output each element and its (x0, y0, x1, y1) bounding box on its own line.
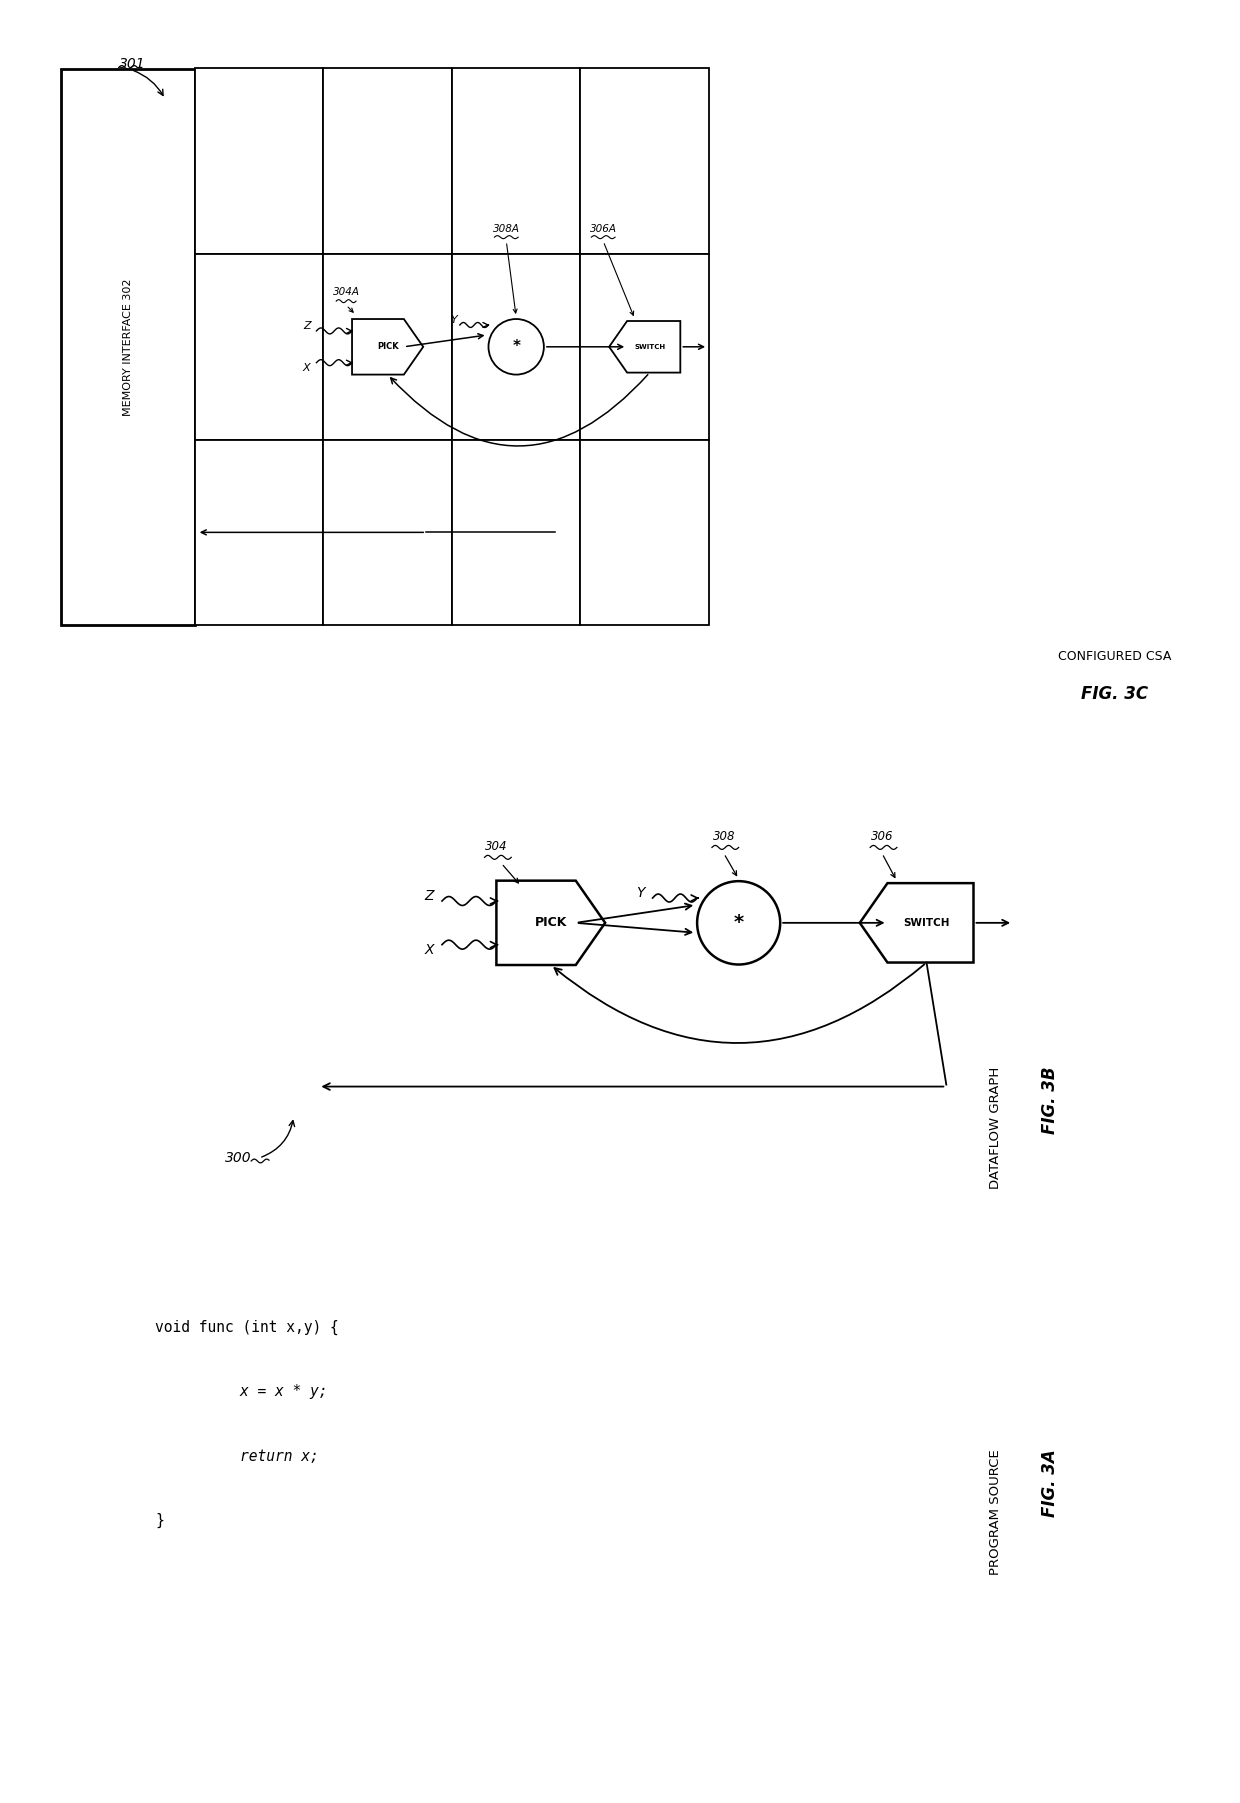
Polygon shape (859, 883, 973, 963)
Text: SWITCH: SWITCH (634, 344, 665, 350)
Text: PICK: PICK (534, 916, 567, 929)
Bar (324, 440, 451, 626)
Bar (61, 70, 195, 626)
Text: 304: 304 (485, 840, 507, 853)
Text: 301: 301 (119, 58, 145, 72)
Text: Y: Y (636, 885, 645, 900)
Text: 306A: 306A (590, 224, 616, 234)
Bar (195, 440, 324, 626)
Circle shape (489, 319, 544, 375)
Polygon shape (352, 319, 423, 375)
FancyArrowPatch shape (262, 1121, 295, 1158)
Text: MEMORY INTERFACE 302: MEMORY INTERFACE 302 (123, 278, 133, 416)
Text: 308A: 308A (492, 224, 520, 234)
Text: x = x * y;: x = x * y; (205, 1385, 327, 1399)
Polygon shape (609, 321, 681, 373)
Text: *: * (512, 339, 520, 355)
Text: PICK: PICK (377, 343, 398, 352)
Text: Z: Z (424, 889, 434, 903)
Bar (580, 69, 709, 254)
FancyArrowPatch shape (554, 965, 924, 1042)
Text: 304A: 304A (332, 287, 360, 297)
Text: X: X (424, 943, 434, 957)
Text: FIG. 3C: FIG. 3C (1081, 685, 1148, 703)
Text: Z: Z (303, 321, 310, 332)
Bar (324, 254, 451, 440)
FancyArrowPatch shape (391, 375, 647, 445)
Text: FIG. 3A: FIG. 3A (1042, 1450, 1059, 1516)
Text: 306: 306 (870, 831, 893, 844)
Text: PROGRAM SOURCE: PROGRAM SOURCE (990, 1450, 1002, 1574)
FancyArrowPatch shape (133, 70, 162, 96)
Text: return x;: return x; (205, 1450, 319, 1464)
Text: FIG. 3B: FIG. 3B (1042, 1067, 1059, 1134)
Circle shape (697, 882, 780, 965)
Text: CONFIGURED CSA: CONFIGURED CSA (1058, 649, 1171, 664)
Text: DATAFLOW GRAPH: DATAFLOW GRAPH (990, 1067, 1002, 1188)
Text: 300: 300 (224, 1150, 252, 1165)
Text: *: * (734, 914, 744, 932)
Bar (451, 440, 580, 626)
Text: SWITCH: SWITCH (903, 918, 950, 929)
Text: 308: 308 (713, 831, 735, 844)
Bar (195, 254, 324, 440)
Bar (580, 440, 709, 626)
Bar (195, 69, 324, 254)
Bar (451, 69, 580, 254)
Text: void func (int x,y) {: void func (int x,y) { (155, 1320, 339, 1334)
Polygon shape (496, 880, 605, 965)
Text: X: X (303, 362, 310, 373)
Bar (451, 254, 580, 440)
Bar (580, 254, 709, 440)
Text: }: } (155, 1513, 164, 1529)
Text: Y: Y (450, 316, 456, 325)
Bar (324, 69, 451, 254)
